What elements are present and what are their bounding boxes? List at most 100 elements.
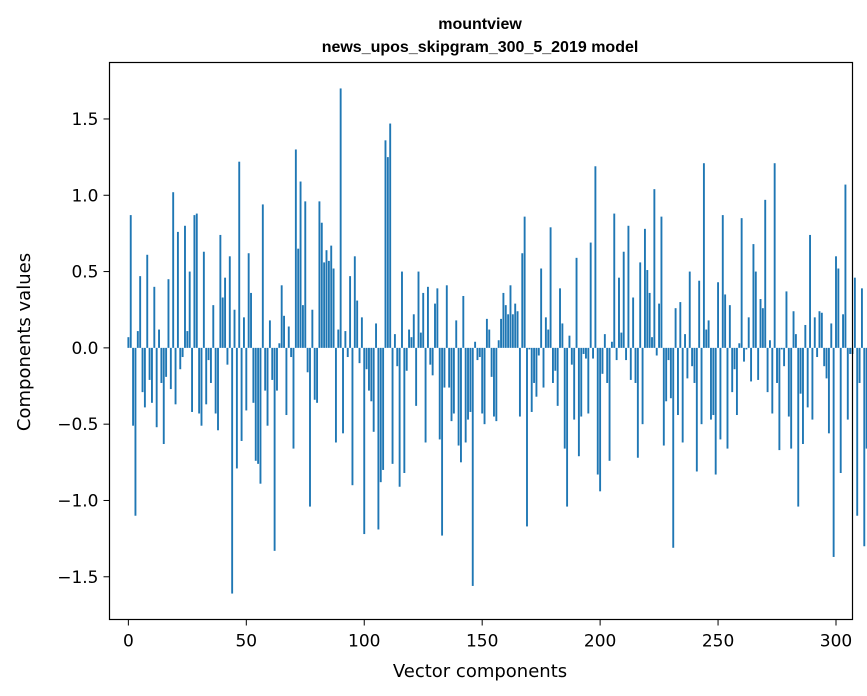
bar-72 [297, 248, 300, 348]
bar-223 [653, 189, 656, 348]
bar-178 [547, 329, 550, 348]
bar-297 [827, 347, 830, 434]
y-axis-ticks: −1.5 −1.0 −0.5 0.0 0.5 1.0 1.5 [57, 110, 110, 588]
bar-273 [771, 347, 774, 414]
bar-199 [596, 347, 599, 475]
bar-183 [559, 288, 561, 348]
bar-147 [474, 341, 477, 348]
bar-90 [339, 88, 342, 348]
bar-52 [250, 292, 252, 348]
bar-113 [393, 334, 396, 348]
bar-158 [500, 318, 502, 348]
bar-159 [502, 292, 505, 348]
bar-36 [212, 305, 215, 348]
bar-106 [377, 347, 380, 530]
bar-201 [601, 347, 604, 374]
bar-148 [476, 347, 479, 361]
bar-262 [745, 347, 748, 350]
bar-29 [195, 213, 198, 348]
bar-206 [613, 213, 616, 348]
bar-135 [445, 285, 448, 348]
bar-27 [191, 347, 193, 412]
bar-123 [417, 271, 420, 348]
bar-62 [273, 347, 276, 551]
bar-180 [552, 347, 554, 383]
bar-11 [153, 286, 156, 348]
bar-20 [174, 347, 177, 405]
bar-126 [424, 347, 427, 443]
bar-21 [176, 231, 179, 348]
bar-152 [485, 318, 488, 348]
bar-118 [405, 347, 408, 371]
bar-150 [481, 347, 484, 414]
bar-305 [846, 347, 849, 420]
x-tick-label-250: 250 [702, 632, 734, 652]
bar-160 [504, 305, 507, 348]
bar-59 [266, 347, 269, 426]
bar-247 [710, 347, 712, 420]
bar-55 [257, 347, 260, 464]
bar-63 [276, 347, 278, 391]
bar-174 [537, 347, 540, 356]
bar-265 [752, 244, 755, 348]
bar-5 [139, 276, 142, 348]
bar-156 [495, 347, 498, 422]
bar-66 [283, 315, 285, 348]
bar-249 [714, 347, 717, 475]
bar-185 [563, 347, 566, 449]
bar-142 [462, 295, 465, 348]
x-axis-ticks: 0 50 100 150 200 250 300 [123, 619, 852, 652]
bar-173 [535, 347, 538, 397]
bar-181 [554, 347, 557, 371]
bar-291 [813, 317, 816, 348]
y-tick-label-2: −0.5 [57, 415, 98, 435]
bar-82 [320, 222, 323, 348]
plot-area-frame [108, 61, 854, 621]
y-tick-label-0: −1.5 [57, 568, 98, 588]
bar-295 [823, 347, 826, 367]
bar-241 [695, 347, 698, 472]
bar-12 [155, 347, 158, 428]
bar-53 [252, 347, 255, 403]
bar-161 [507, 314, 510, 348]
bar-166 [518, 347, 521, 417]
bar-157 [497, 340, 500, 348]
bar-217 [639, 262, 642, 348]
bar-85 [327, 260, 330, 348]
bar-170 [528, 347, 531, 350]
bar-168 [523, 216, 526, 348]
bar-232 [674, 308, 677, 348]
bar-298 [830, 323, 833, 348]
bar-3 [134, 347, 137, 516]
bar-14 [160, 347, 163, 383]
bar-192 [580, 347, 583, 417]
bar-209 [620, 332, 623, 348]
bar-80 [316, 347, 319, 403]
bar-285 [799, 347, 802, 394]
bar-240 [693, 347, 696, 383]
bar-222 [651, 337, 653, 348]
bar-302 [839, 347, 842, 473]
bar-277 [780, 347, 783, 350]
bar-268 [759, 299, 762, 348]
bar-35 [209, 347, 212, 383]
bar-89 [337, 329, 340, 348]
bar-17 [167, 279, 170, 348]
bar-2 [132, 347, 135, 426]
bar-208 [618, 277, 620, 348]
bar-40 [221, 297, 224, 348]
bar-292 [816, 347, 819, 358]
y-tick-label-4: 0.5 [71, 263, 98, 283]
x-axis-label: Vector components [393, 661, 567, 682]
bar-99 [360, 317, 363, 348]
bar-275 [776, 347, 778, 383]
bar-233 [677, 347, 679, 416]
bar-271 [766, 347, 769, 393]
bar-15 [162, 347, 165, 445]
bar-116 [401, 271, 403, 348]
bar-18 [169, 347, 172, 390]
bar-198 [594, 166, 597, 348]
bar-286 [802, 347, 804, 445]
bar-203 [606, 347, 609, 383]
bar-172 [533, 347, 536, 383]
